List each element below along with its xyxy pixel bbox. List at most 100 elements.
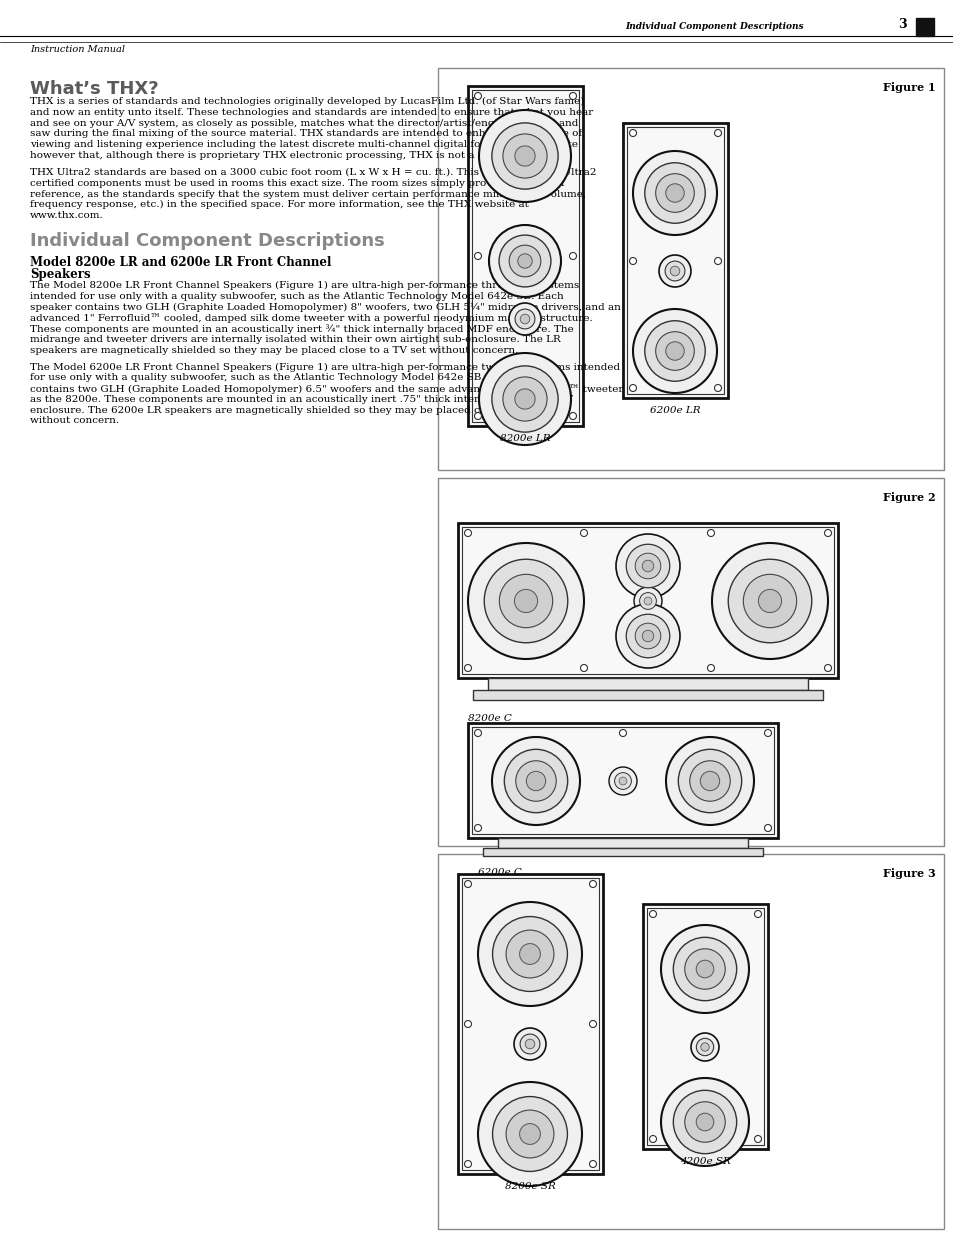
Text: 8200e C: 8200e C bbox=[468, 714, 512, 722]
Text: THX Ultra2 standards are based on a 3000 cubic foot room (L x W x H = cu. ft.). : THX Ultra2 standards are based on a 3000… bbox=[30, 168, 596, 177]
Bar bbox=[626, 127, 723, 394]
Circle shape bbox=[505, 1110, 554, 1158]
Circle shape bbox=[689, 761, 729, 802]
Circle shape bbox=[763, 730, 771, 736]
Circle shape bbox=[464, 1161, 471, 1167]
Text: saw during the final mixing of the source material. THX standards are intended t: saw during the final mixing of the sourc… bbox=[30, 130, 581, 138]
Circle shape bbox=[625, 614, 669, 658]
Circle shape bbox=[514, 589, 537, 613]
Circle shape bbox=[707, 664, 714, 672]
Circle shape bbox=[515, 309, 535, 329]
Circle shape bbox=[505, 930, 554, 978]
Circle shape bbox=[519, 1034, 539, 1053]
Text: The Model 6200e LR Front Channel Speakers (Figure 1) are ultra-high per-formance: The Model 6200e LR Front Channel Speaker… bbox=[30, 362, 619, 372]
Circle shape bbox=[633, 309, 717, 393]
Text: Figure 1: Figure 1 bbox=[882, 82, 935, 93]
Circle shape bbox=[589, 1161, 596, 1167]
Circle shape bbox=[629, 384, 636, 391]
Circle shape bbox=[754, 910, 760, 918]
Text: for use only with a quality subwoofer, such as the Atlantic Technology Model 642: for use only with a quality subwoofer, s… bbox=[30, 373, 558, 382]
Text: midrange and tweeter drivers are internally isolated within their own airtight s: midrange and tweeter drivers are interna… bbox=[30, 335, 560, 343]
Circle shape bbox=[464, 664, 471, 672]
Circle shape bbox=[474, 412, 481, 420]
Circle shape bbox=[569, 412, 576, 420]
Bar bbox=[472, 727, 773, 834]
Circle shape bbox=[614, 773, 631, 789]
Circle shape bbox=[464, 881, 471, 888]
Circle shape bbox=[714, 130, 720, 137]
Bar bbox=[461, 527, 833, 674]
Circle shape bbox=[659, 254, 690, 287]
Circle shape bbox=[649, 910, 656, 918]
Bar bbox=[457, 522, 837, 678]
Circle shape bbox=[464, 530, 471, 536]
Circle shape bbox=[700, 1042, 708, 1051]
Circle shape bbox=[502, 377, 546, 421]
Circle shape bbox=[696, 1039, 713, 1056]
Circle shape bbox=[589, 1020, 596, 1028]
Circle shape bbox=[514, 1028, 545, 1060]
Circle shape bbox=[644, 321, 704, 382]
Circle shape bbox=[633, 151, 717, 235]
Circle shape bbox=[629, 130, 636, 137]
Text: intended for use only with a quality subwoofer, such as the Atlantic Technology : intended for use only with a quality sub… bbox=[30, 291, 563, 300]
Circle shape bbox=[502, 133, 546, 178]
Circle shape bbox=[641, 561, 653, 572]
Text: and see on your A/V system, as closely as possible, matches what the director/ar: and see on your A/V system, as closely a… bbox=[30, 119, 578, 127]
Circle shape bbox=[754, 1135, 760, 1142]
Circle shape bbox=[665, 737, 753, 825]
Circle shape bbox=[492, 122, 558, 189]
Circle shape bbox=[664, 261, 684, 280]
Text: and now an entity unto itself. These technologies and standards are intended to : and now an entity unto itself. These tec… bbox=[30, 107, 593, 117]
Circle shape bbox=[468, 543, 583, 659]
Bar bbox=[622, 124, 727, 398]
Text: 8200e SR: 8200e SR bbox=[504, 1182, 555, 1191]
Circle shape bbox=[665, 184, 683, 203]
Text: without concern.: without concern. bbox=[30, 416, 119, 425]
Text: reference, as the standards specify that the system must deliver certain perform: reference, as the standards specify that… bbox=[30, 189, 585, 199]
Text: Model 8200e LR and 6200e LR Front Channel: Model 8200e LR and 6200e LR Front Channe… bbox=[30, 256, 331, 269]
Circle shape bbox=[515, 389, 535, 409]
Circle shape bbox=[629, 258, 636, 264]
Circle shape bbox=[516, 761, 556, 802]
Text: viewing and listening experience including the latest discrete multi-channel dig: viewing and listening experience includi… bbox=[30, 141, 578, 149]
Bar bbox=[488, 678, 807, 690]
Circle shape bbox=[504, 750, 567, 813]
Text: speaker contains two GLH (Graphite Loaded Homopolymer) 8" woofers, two GLH 5¼" m: speaker contains two GLH (Graphite Loade… bbox=[30, 303, 620, 311]
Bar bbox=[461, 878, 598, 1170]
Text: 6200e LR: 6200e LR bbox=[649, 406, 700, 415]
Circle shape bbox=[509, 246, 540, 277]
Circle shape bbox=[634, 587, 661, 615]
Circle shape bbox=[673, 1091, 736, 1153]
Circle shape bbox=[696, 960, 713, 978]
Circle shape bbox=[714, 258, 720, 264]
Circle shape bbox=[673, 937, 736, 1000]
Circle shape bbox=[823, 664, 831, 672]
Circle shape bbox=[641, 630, 653, 642]
Circle shape bbox=[608, 767, 637, 795]
Bar bbox=[472, 90, 578, 422]
Bar bbox=[468, 722, 778, 839]
Circle shape bbox=[492, 1097, 567, 1172]
Circle shape bbox=[758, 589, 781, 613]
Circle shape bbox=[477, 1082, 581, 1186]
Bar bbox=[437, 68, 943, 471]
Text: however that, although there is proprietary THX electronic processing, THX is no: however that, although there is propriet… bbox=[30, 151, 567, 161]
Circle shape bbox=[660, 925, 748, 1013]
Bar bbox=[437, 478, 943, 846]
Circle shape bbox=[478, 353, 571, 445]
Text: 3: 3 bbox=[897, 19, 905, 31]
Circle shape bbox=[589, 881, 596, 888]
Circle shape bbox=[484, 559, 567, 642]
Circle shape bbox=[635, 624, 660, 648]
Circle shape bbox=[474, 730, 481, 736]
Circle shape bbox=[509, 303, 540, 335]
Text: What’s THX?: What’s THX? bbox=[30, 80, 158, 98]
Circle shape bbox=[474, 825, 481, 831]
Circle shape bbox=[714, 384, 720, 391]
Circle shape bbox=[474, 93, 481, 100]
Circle shape bbox=[639, 593, 656, 609]
Circle shape bbox=[690, 1032, 719, 1061]
Circle shape bbox=[492, 737, 579, 825]
Circle shape bbox=[700, 772, 719, 790]
